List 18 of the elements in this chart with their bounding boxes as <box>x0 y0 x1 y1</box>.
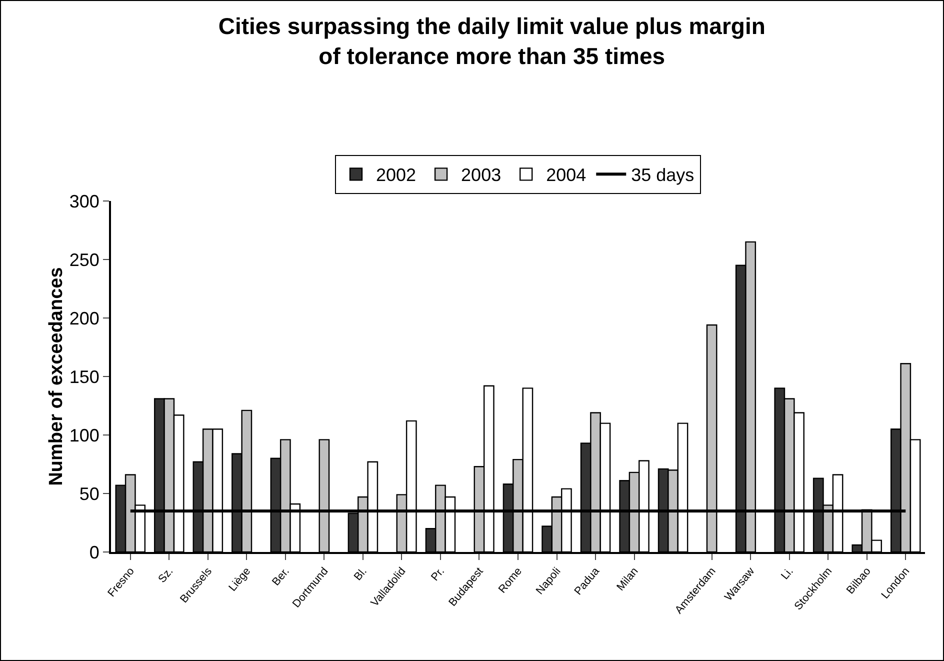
x-tick-label: Pr. <box>429 565 447 584</box>
y-axis-title: Number of exceedances <box>46 267 67 486</box>
y-tick-label: 200 <box>69 308 100 328</box>
y-tick-label: 100 <box>69 425 100 446</box>
x-tick-label: Ber. <box>270 565 292 588</box>
x-tick-label: Li. <box>779 565 796 582</box>
legend-label: 2002 <box>376 165 416 186</box>
chart-title: Cities surpassing the daily limit value plus margin of tolerance more than 35 times <box>218 13 766 69</box>
legend-label: 2003 <box>461 165 502 186</box>
x-tick-label: Sz. <box>156 565 176 586</box>
y-tick-label: 150 <box>69 366 100 387</box>
legend-label: 35 days <box>631 165 694 186</box>
y-tick-label: 300 <box>69 191 100 212</box>
y-tick-label: 0 <box>89 542 100 562</box>
y-tick-label: 250 <box>69 250 100 270</box>
y-tick-label: 50 <box>79 484 100 504</box>
x-tick-label: Bl. <box>352 565 370 584</box>
legend-label: 2004 <box>546 165 586 186</box>
